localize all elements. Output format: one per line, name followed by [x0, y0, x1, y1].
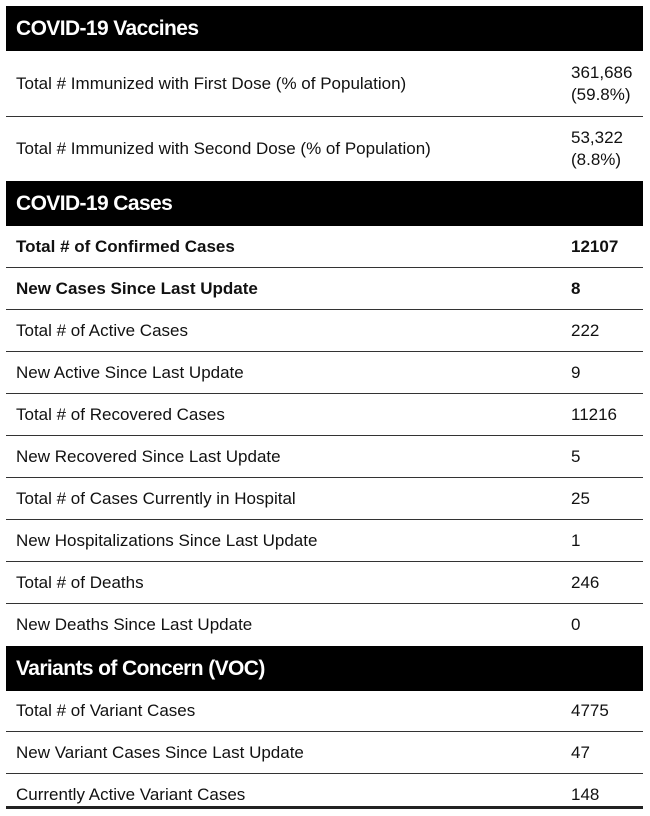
row-value: 47 [571, 742, 590, 762]
row-value: 4775 [571, 701, 609, 720]
row-value: 9 [571, 362, 581, 382]
row-value-percent: (59.8%) [571, 84, 631, 104]
table-row: New Hospitalizations Since Last Update 1 [6, 520, 643, 562]
row-label: New Hospitalizations Since Last Update [16, 530, 318, 550]
row-label: New Active Since Last Update [16, 362, 244, 382]
row-value-percent: (8.8%) [571, 150, 622, 169]
row-label: Total # of Variant Cases [16, 701, 196, 720]
row-label: Total # of Cases Currently in Hospital [16, 488, 296, 508]
row-label: Total # of Confirmed Cases [16, 236, 235, 256]
table-row: New Recovered Since Last Update 5 [6, 436, 643, 478]
row-value: 25 [571, 488, 590, 508]
row-value-count: 53,322 [571, 128, 623, 147]
vaccine-second-dose-row: Total # Immunized with Second Dose (% of… [6, 117, 643, 181]
row-value: 148 [571, 785, 600, 804]
row-value: 12107 [571, 236, 619, 256]
table-row: Total # of Deaths 246 [6, 562, 643, 604]
row-label: Total # of Recovered Cases [16, 404, 225, 424]
row-label: New Cases Since Last Update [16, 278, 258, 298]
table-row: Total # of Recovered Cases 11216 [6, 394, 643, 436]
row-label: Currently Active Variant Cases [16, 785, 246, 804]
row-value: 361,686 (59.8%) [551, 62, 643, 106]
row-value: 53,322 (8.8%) [551, 127, 643, 171]
table-row: Total # of Active Cases 222 [6, 310, 643, 352]
vaccine-first-dose-row: Total # Immunized with First Dose (% of … [6, 51, 643, 117]
row-label: Total # Immunized with Second Dose (% of… [16, 139, 431, 158]
table-row: New Cases Since Last Update 8 [6, 268, 643, 310]
covid-summary-table: COVID-19 Vaccines Total # Immunized with… [6, 6, 643, 816]
row-value: 5 [571, 446, 581, 466]
table-row: New Active Since Last Update 9 [6, 352, 643, 394]
row-label: Total # Immunized with First Dose (% of … [16, 73, 407, 93]
cases-section-header: COVID-19 Cases [6, 181, 643, 226]
table-row: Total # of Confirmed Cases 12107 [6, 226, 643, 268]
row-value: 11216 [571, 404, 618, 424]
variants-section-header: Variants of Concern (VOC) [6, 646, 643, 691]
row-value: 222 [571, 320, 600, 340]
vaccines-section-header: COVID-19 Vaccines [6, 6, 643, 51]
table-row: Currently Active Variant Cases 148 [6, 774, 643, 816]
row-value: 8 [571, 278, 581, 298]
row-label: New Deaths Since Last Update [16, 615, 253, 634]
row-label: Total # of Deaths [16, 572, 144, 592]
table-row: New Deaths Since Last Update 0 [6, 604, 643, 646]
row-value: 0 [571, 615, 581, 634]
row-value: 1 [571, 530, 581, 550]
row-label: New Variant Cases Since Last Update [16, 742, 304, 762]
row-value: 246 [571, 572, 600, 592]
row-label: Total # of Active Cases [16, 320, 188, 340]
table-row: Total # of Cases Currently in Hospital 2… [6, 478, 643, 520]
row-label: New Recovered Since Last Update [16, 446, 281, 466]
row-value-count: 361,686 [571, 62, 633, 82]
table-row: Total # of Variant Cases 4775 [6, 691, 643, 732]
table-row: New Variant Cases Since Last Update 47 [6, 732, 643, 774]
bottom-divider [6, 806, 643, 809]
